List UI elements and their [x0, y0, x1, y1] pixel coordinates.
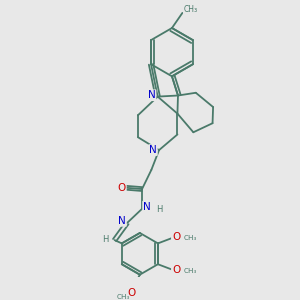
Text: N: N [118, 216, 126, 226]
Text: CH₃: CH₃ [184, 235, 197, 241]
Text: O: O [118, 183, 126, 193]
Text: H: H [156, 205, 162, 214]
Text: O: O [127, 288, 135, 298]
Text: CH₃: CH₃ [184, 268, 197, 274]
Text: N: N [148, 90, 155, 100]
Text: CH₃: CH₃ [184, 5, 198, 14]
Text: O: O [172, 265, 180, 275]
Text: H: H [102, 235, 109, 244]
Text: N: N [149, 145, 157, 155]
Text: N: N [143, 202, 151, 212]
Text: CH₃: CH₃ [117, 294, 130, 300]
Text: O: O [172, 232, 180, 242]
